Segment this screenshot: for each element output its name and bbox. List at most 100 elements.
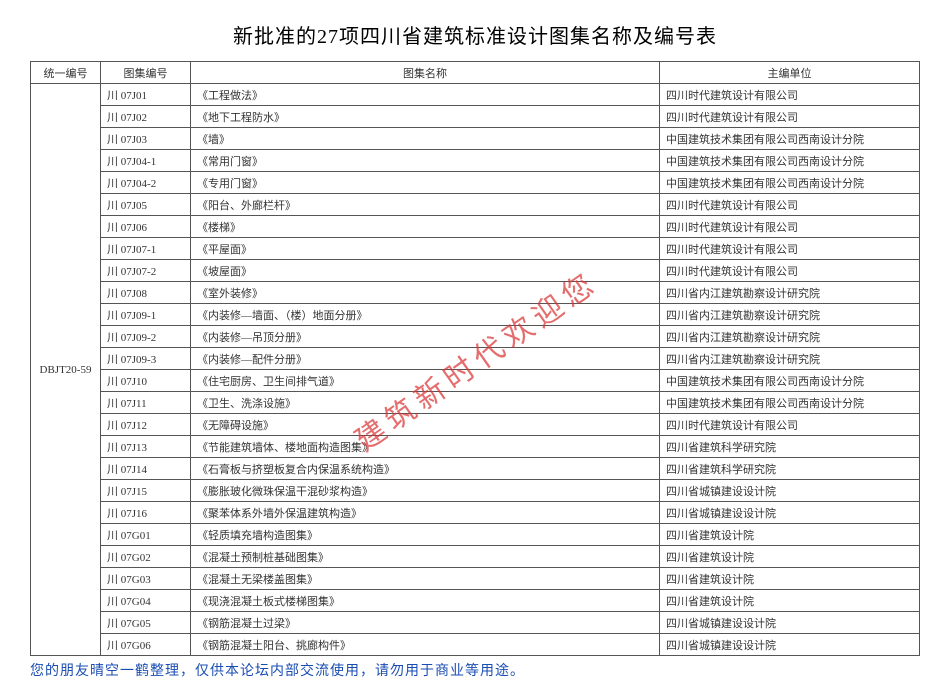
cell-org: 中国建筑技术集团有限公司西南设计分院 bbox=[660, 392, 920, 414]
cell-name: 《内装修—配件分册》 bbox=[191, 348, 660, 370]
cell-org: 中国建筑技术集团有限公司西南设计分院 bbox=[660, 172, 920, 194]
cell-code: 川 07J09-2 bbox=[101, 326, 191, 348]
cell-org: 四川省建筑设计院 bbox=[660, 524, 920, 546]
cell-code: 川 07J12 bbox=[101, 414, 191, 436]
cell-name: 《轻质填充墙构造图集》 bbox=[191, 524, 660, 546]
cell-org: 四川省内江建筑勘察设计研究院 bbox=[660, 304, 920, 326]
table-header-row: 统一编号 图集编号 图集名称 主编单位 bbox=[31, 62, 920, 84]
cell-name: 《室外装修》 bbox=[191, 282, 660, 304]
cell-name: 《平屋面》 bbox=[191, 238, 660, 260]
cell-org: 四川时代建筑设计有限公司 bbox=[660, 84, 920, 106]
cell-name: 《内装修—墙面、（楼）地面分册》 bbox=[191, 304, 660, 326]
table-row: 川 07J03《墙》中国建筑技术集团有限公司西南设计分院 bbox=[31, 128, 920, 150]
cell-name: 《楼梯》 bbox=[191, 216, 660, 238]
cell-org: 四川时代建筑设计有限公司 bbox=[660, 216, 920, 238]
cell-name: 《混凝土无梁楼盖图集》 bbox=[191, 568, 660, 590]
cell-org: 中国建筑技术集团有限公司西南设计分院 bbox=[660, 150, 920, 172]
col-header-code: 图集编号 bbox=[101, 62, 191, 84]
page-title: 新批准的27项四川省建筑标准设计图集名称及编号表 bbox=[30, 20, 920, 49]
cell-code: 川 07J11 bbox=[101, 392, 191, 414]
cell-name: 《内装修—吊顶分册》 bbox=[191, 326, 660, 348]
table-row: 川 07J09-1《内装修—墙面、（楼）地面分册》四川省内江建筑勘察设计研究院 bbox=[31, 304, 920, 326]
cell-name: 《无障碍设施》 bbox=[191, 414, 660, 436]
cell-code: 川 07J15 bbox=[101, 480, 191, 502]
cell-name: 《卫生、洗涤设施》 bbox=[191, 392, 660, 414]
cell-code: 川 07J13 bbox=[101, 436, 191, 458]
cell-code: 川 07G01 bbox=[101, 524, 191, 546]
cell-org: 四川省内江建筑勘察设计研究院 bbox=[660, 348, 920, 370]
cell-org: 四川时代建筑设计有限公司 bbox=[660, 238, 920, 260]
cell-name: 《地下工程防水》 bbox=[191, 106, 660, 128]
table-row: 川 07J07-2《坡屋面》四川时代建筑设计有限公司 bbox=[31, 260, 920, 282]
col-header-uid: 统一编号 bbox=[31, 62, 101, 84]
table-row: 川 07J11《卫生、洗涤设施》中国建筑技术集团有限公司西南设计分院 bbox=[31, 392, 920, 414]
cell-code: 川 07J16 bbox=[101, 502, 191, 524]
table-row: 川 07J06《楼梯》四川时代建筑设计有限公司 bbox=[31, 216, 920, 238]
table-row: 川 07J07-1《平屋面》四川时代建筑设计有限公司 bbox=[31, 238, 920, 260]
cell-org: 四川省内江建筑勘察设计研究院 bbox=[660, 326, 920, 348]
cell-name: 《坡屋面》 bbox=[191, 260, 660, 282]
table-row: 川 07J04-1《常用门窗》中国建筑技术集团有限公司西南设计分院 bbox=[31, 150, 920, 172]
cell-org: 四川省建筑设计院 bbox=[660, 590, 920, 612]
cell-code: 川 07G05 bbox=[101, 612, 191, 634]
cell-name: 《聚苯体系外墙外保温建筑构造》 bbox=[191, 502, 660, 524]
cell-name: 《墙》 bbox=[191, 128, 660, 150]
cell-code: 川 07J03 bbox=[101, 128, 191, 150]
cell-code: 川 07J07-2 bbox=[101, 260, 191, 282]
table-row: 川 07G06《钢筋混凝土阳台、挑廊构件》四川省城镇建设设计院 bbox=[31, 634, 920, 656]
cell-name: 《住宅厨房、卫生间排气道》 bbox=[191, 370, 660, 392]
table-row: 川 07G04《现浇混凝土板式楼梯图集》四川省建筑设计院 bbox=[31, 590, 920, 612]
cell-org: 四川省内江建筑勘察设计研究院 bbox=[660, 282, 920, 304]
table-row: 川 07J09-3《内装修—配件分册》四川省内江建筑勘察设计研究院 bbox=[31, 348, 920, 370]
table-row: 川 07J04-2《专用门窗》中国建筑技术集团有限公司西南设计分院 bbox=[31, 172, 920, 194]
table-row: DBJT20-59川 07J01《工程做法》四川时代建筑设计有限公司 bbox=[31, 84, 920, 106]
cell-code: 川 07J09-1 bbox=[101, 304, 191, 326]
cell-code: 川 07J04-2 bbox=[101, 172, 191, 194]
cell-code: 川 07J02 bbox=[101, 106, 191, 128]
cell-org: 四川时代建筑设计有限公司 bbox=[660, 414, 920, 436]
cell-code: 川 07J09-3 bbox=[101, 348, 191, 370]
cell-name: 《工程做法》 bbox=[191, 84, 660, 106]
cell-org: 四川时代建筑设计有限公司 bbox=[660, 194, 920, 216]
unified-id-cell: DBJT20-59 bbox=[31, 84, 101, 656]
cell-name: 《阳台、外廊栏杆》 bbox=[191, 194, 660, 216]
cell-code: 川 07J05 bbox=[101, 194, 191, 216]
table-row: 川 07J16《聚苯体系外墙外保温建筑构造》四川省城镇建设设计院 bbox=[31, 502, 920, 524]
cell-org: 中国建筑技术集团有限公司西南设计分院 bbox=[660, 370, 920, 392]
cell-name: 《常用门窗》 bbox=[191, 150, 660, 172]
cell-name: 《钢筋混凝土阳台、挑廊构件》 bbox=[191, 634, 660, 656]
cell-code: 川 07J14 bbox=[101, 458, 191, 480]
cell-org: 四川省城镇建设设计院 bbox=[660, 502, 920, 524]
cell-code: 川 07J07-1 bbox=[101, 238, 191, 260]
cell-name: 《专用门窗》 bbox=[191, 172, 660, 194]
col-header-org: 主编单位 bbox=[660, 62, 920, 84]
cell-org: 中国建筑技术集团有限公司西南设计分院 bbox=[660, 128, 920, 150]
cell-name: 《现浇混凝土板式楼梯图集》 bbox=[191, 590, 660, 612]
cell-name: 《石膏板与挤塑板复合内保温系统构造》 bbox=[191, 458, 660, 480]
table-row: 川 07J14《石膏板与挤塑板复合内保温系统构造》四川省建筑科学研究院 bbox=[31, 458, 920, 480]
table-row: 川 07J13《节能建筑墙体、楼地面构造图集》四川省建筑科学研究院 bbox=[31, 436, 920, 458]
col-header-name: 图集名称 bbox=[191, 62, 660, 84]
cell-code: 川 07J01 bbox=[101, 84, 191, 106]
cell-code: 川 07G03 bbox=[101, 568, 191, 590]
cell-org: 四川省城镇建设设计院 bbox=[660, 612, 920, 634]
cell-name: 《钢筋混凝土过梁》 bbox=[191, 612, 660, 634]
table-row: 川 07J09-2《内装修—吊顶分册》四川省内江建筑勘察设计研究院 bbox=[31, 326, 920, 348]
cell-org: 四川省城镇建设设计院 bbox=[660, 634, 920, 656]
cell-code: 川 07J08 bbox=[101, 282, 191, 304]
table-row: 川 07J05《阳台、外廊栏杆》四川时代建筑设计有限公司 bbox=[31, 194, 920, 216]
cell-name: 《膨胀玻化微珠保温干混砂浆构造》 bbox=[191, 480, 660, 502]
cell-org: 四川省建筑设计院 bbox=[660, 546, 920, 568]
table-row: 川 07J08《室外装修》四川省内江建筑勘察设计研究院 bbox=[31, 282, 920, 304]
cell-code: 川 07J06 bbox=[101, 216, 191, 238]
cell-org: 四川省城镇建设设计院 bbox=[660, 480, 920, 502]
cell-code: 川 07G04 bbox=[101, 590, 191, 612]
cell-org: 四川时代建筑设计有限公司 bbox=[660, 260, 920, 282]
table-row: 川 07G03《混凝土无梁楼盖图集》四川省建筑设计院 bbox=[31, 568, 920, 590]
cell-code: 川 07G02 bbox=[101, 546, 191, 568]
footer-note: 您的朋友晴空一鹤整理，仅供本论坛内部交流使用，请勿用于商业等用途。 bbox=[30, 660, 920, 680]
cell-code: 川 07G06 bbox=[101, 634, 191, 656]
cell-name: 《节能建筑墙体、楼地面构造图集》 bbox=[191, 436, 660, 458]
cell-org: 四川时代建筑设计有限公司 bbox=[660, 106, 920, 128]
standards-table: 统一编号 图集编号 图集名称 主编单位 DBJT20-59川 07J01《工程做… bbox=[30, 61, 920, 656]
